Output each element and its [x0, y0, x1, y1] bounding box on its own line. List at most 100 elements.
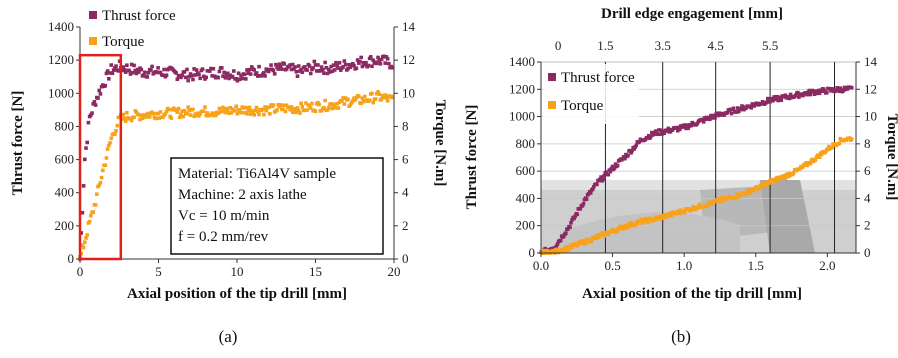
data-point: [759, 102, 764, 106]
data-point: [728, 107, 733, 112]
data-point: [298, 111, 302, 115]
data-point: [627, 221, 631, 226]
data-point: [122, 116, 127, 120]
data-point: [375, 61, 379, 66]
data-point: [641, 219, 646, 224]
data-point: [390, 65, 395, 70]
data-point: [95, 192, 99, 196]
data-point: [674, 211, 679, 216]
data-point: [564, 248, 568, 253]
data-point: [278, 64, 283, 69]
y2-tick-label: 12: [864, 81, 877, 96]
data-point: [89, 213, 93, 218]
chart-a-annotation-box: Material: Ti6Al4V sample Machine: 2 axis…: [170, 157, 384, 255]
data-point: [295, 74, 300, 78]
data-point: [350, 99, 355, 103]
data-point: [204, 113, 208, 118]
data-point: [697, 202, 702, 207]
y-tick-label: 600: [516, 163, 536, 178]
data-point: [643, 217, 648, 221]
data-point: [342, 59, 347, 63]
data-point: [347, 63, 351, 67]
data-point: [575, 212, 580, 217]
data-point: [819, 89, 824, 94]
data-point: [782, 173, 787, 178]
data-point: [623, 226, 627, 230]
y2-tick-label: 8: [864, 136, 871, 151]
data-point: [240, 76, 245, 81]
x-tick-label: 20: [388, 264, 401, 279]
data-point: [738, 194, 742, 198]
data-point: [619, 224, 624, 229]
data-point: [276, 102, 281, 107]
data-point: [90, 111, 94, 115]
chart-a-y2label: Torque [N.m]: [432, 100, 448, 187]
data-point: [797, 95, 801, 99]
data-point: [786, 174, 791, 179]
data-point: [300, 104, 305, 109]
data-point: [194, 113, 199, 118]
data-point: [785, 172, 790, 176]
x-tick-label: 10: [231, 264, 244, 279]
data-point: [296, 108, 301, 113]
data-point: [262, 71, 266, 75]
data-point: [676, 125, 681, 130]
data-point: [226, 109, 230, 113]
data-point: [377, 92, 382, 97]
data-point: [308, 71, 313, 76]
data-point: [179, 112, 183, 117]
data-point: [135, 67, 140, 72]
data-point: [606, 172, 611, 177]
data-point: [793, 93, 798, 98]
data-point: [153, 116, 158, 121]
data-point: [561, 234, 566, 238]
data-point: [637, 139, 642, 144]
data-point: [679, 208, 683, 212]
data-point: [606, 232, 611, 237]
y2-tick-label: 2: [402, 218, 409, 233]
data-point: [554, 244, 559, 248]
data-point: [103, 83, 108, 88]
data-point: [85, 233, 90, 237]
data-point: [665, 214, 670, 218]
data-point: [588, 191, 593, 195]
data-point: [764, 183, 769, 188]
data-point: [288, 63, 293, 67]
data-point: [211, 66, 216, 71]
data-point: [804, 161, 808, 165]
data-point: [180, 109, 184, 113]
data-point: [145, 75, 150, 79]
data-point: [140, 116, 145, 121]
data-point: [630, 148, 634, 153]
data-point: [209, 66, 213, 71]
data-point: [293, 65, 297, 69]
legend-torque-marker: [89, 37, 97, 45]
data-point: [674, 126, 679, 130]
data-point: [586, 237, 591, 242]
data-point: [230, 74, 235, 79]
data-point: [663, 213, 668, 217]
y-tick-label: 1200: [48, 52, 74, 67]
data-point: [601, 177, 605, 182]
data-point: [623, 156, 627, 161]
data-point: [602, 173, 606, 178]
data-point: [84, 236, 88, 240]
data-point: [228, 105, 233, 110]
y-tick-label: 200: [516, 218, 536, 233]
x-tick-label: 15: [309, 264, 322, 279]
y-tick-label: 800: [55, 118, 75, 133]
data-point: [187, 108, 192, 113]
data-point: [201, 74, 206, 79]
data-point: [137, 113, 141, 117]
data-point: [752, 188, 757, 193]
data-point: [601, 231, 605, 235]
data-point: [284, 67, 289, 71]
data-point: [815, 90, 820, 95]
data-point: [175, 110, 180, 114]
data-point: [629, 151, 633, 155]
chart-b-axes: 0.0 0.5 1.0 1.5 2.00200400600800100012001400…: [509, 38, 878, 273]
data-point: [555, 242, 560, 246]
data-point: [370, 91, 374, 96]
data-point: [564, 231, 568, 235]
y2-tick-label: 8: [402, 118, 409, 133]
